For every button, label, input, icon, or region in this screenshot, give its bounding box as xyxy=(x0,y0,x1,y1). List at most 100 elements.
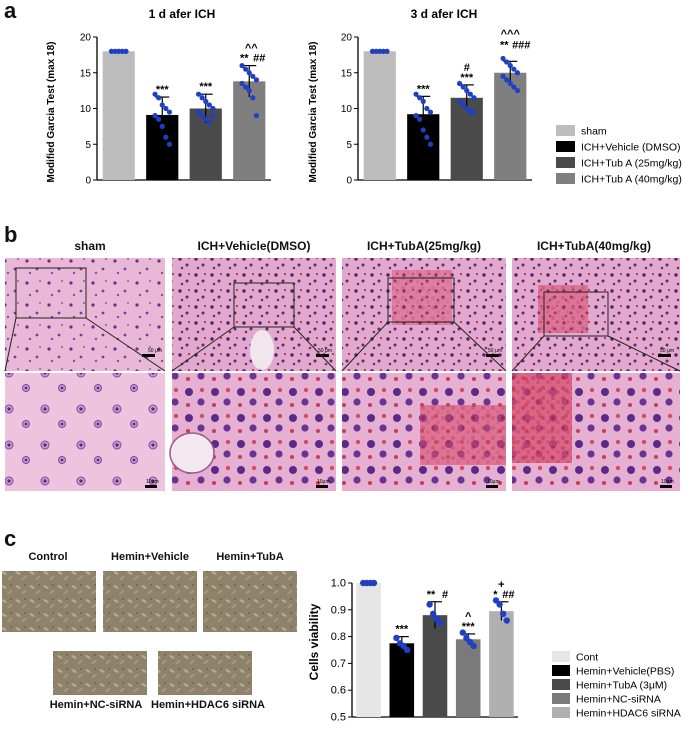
zoom-connectors xyxy=(4,317,681,372)
data-point xyxy=(417,95,423,101)
data-point xyxy=(420,127,426,133)
data-point xyxy=(206,120,212,126)
data-point xyxy=(246,70,252,76)
data-point xyxy=(464,105,470,112)
phase-hemin-vehicle xyxy=(103,571,197,632)
legend-label: Cont xyxy=(576,652,598,664)
y-tick-label: 0.7 xyxy=(331,658,346,670)
significance-mark: ### xyxy=(512,39,530,51)
significance-mark: ** xyxy=(500,39,509,51)
data-point xyxy=(470,642,477,650)
y-tick-label: 0.8 xyxy=(331,631,346,643)
bar xyxy=(450,97,483,180)
data-point xyxy=(424,134,430,140)
legend-swatch xyxy=(552,707,570,718)
data-point xyxy=(159,102,165,108)
y-tick-label: 1.0 xyxy=(331,578,346,590)
data-point xyxy=(460,84,466,90)
y-tick-label: 10 xyxy=(80,104,92,115)
panel-c-chart: Cells viability 0.50.60.70.80.91.0***** #… xyxy=(307,578,681,724)
data-point xyxy=(504,77,510,83)
y-tick-label: 15 xyxy=(341,68,353,79)
chart-1d: 1 d afer ICH Modified Garcia Test (max 1… xyxy=(46,7,271,187)
significance-mark: ^^^ xyxy=(501,28,521,40)
scale-label-sham-low: 50 μm xyxy=(148,348,162,354)
chart-1d-ylabel: Modified Garcia Test (max 18) xyxy=(46,42,57,183)
micro-tuba40-high xyxy=(512,373,680,491)
significance-mark: + xyxy=(498,579,504,591)
data-point xyxy=(413,91,419,97)
significance-mark: # xyxy=(442,589,448,601)
data-point xyxy=(116,48,122,54)
data-point xyxy=(239,63,245,69)
data-point xyxy=(503,617,510,624)
y-tick-label: 5 xyxy=(346,140,352,151)
data-point xyxy=(243,66,249,72)
data-point xyxy=(152,113,158,119)
legend-swatch xyxy=(556,125,575,136)
significance-mark: ^ xyxy=(465,611,472,623)
significance-mark: *** xyxy=(417,83,431,95)
legend-label: ICH+Vehicle (DMSO) xyxy=(581,142,680,154)
legend-label: Hemin+HDAC6 siRNA xyxy=(576,708,681,720)
chart-c-ylabel: Cells viability xyxy=(307,603,321,680)
legend-swatch xyxy=(556,173,575,184)
label-hemin-tuba: Hemin+TubA xyxy=(216,551,284,563)
data-point xyxy=(404,646,411,654)
data-point xyxy=(163,134,169,140)
panel-letter-a: a xyxy=(4,0,17,23)
bar xyxy=(389,643,415,717)
micro-tuba40-low xyxy=(512,258,680,371)
legend-panel-a: sham ICH+Vehicle (DMSO) ICH+Tub A (25mg/kg… xyxy=(556,125,682,186)
label-sham: sham xyxy=(74,239,106,253)
y-tick-label: 15 xyxy=(80,68,92,79)
significance-mark: ^^ xyxy=(245,43,258,55)
data-point xyxy=(152,91,158,97)
data-point xyxy=(471,109,477,115)
micro-sham-high xyxy=(5,373,165,491)
scale-label-tuba40-low: 50 μm xyxy=(660,348,674,354)
data-point xyxy=(500,55,506,62)
data-point xyxy=(507,80,513,87)
micro-vehicle-high xyxy=(169,373,336,491)
data-point xyxy=(420,98,426,104)
data-point xyxy=(206,102,212,108)
data-point xyxy=(427,109,434,115)
data-point xyxy=(156,116,162,122)
data-point xyxy=(253,113,260,119)
data-point xyxy=(166,109,173,115)
scale-label-tuba25-low: 50 μm xyxy=(488,348,502,354)
data-point xyxy=(156,95,162,101)
y-tick-label: 5 xyxy=(85,140,91,151)
significance-mark: *** xyxy=(156,84,170,96)
data-point xyxy=(500,610,507,618)
panel-a-charts: 1 d afer ICH Modified Garcia Test (max 1… xyxy=(46,7,682,187)
data-point xyxy=(467,109,473,115)
label-hemin-vehicle: Hemin+Vehicle xyxy=(111,551,189,563)
label-hemin-hdac6-sirna: Hemin+HDAC6 siRNA xyxy=(151,699,265,711)
data-point xyxy=(239,80,245,87)
data-point xyxy=(456,80,463,87)
bar xyxy=(356,583,381,717)
significance-mark: ## xyxy=(502,589,514,601)
chart-3d: 3 d afer ICH Modified Garcia Test (max 1… xyxy=(308,7,532,187)
panel-letter-c: c xyxy=(4,526,17,551)
chart-3d-ylabel: Modified Garcia Test (max 18) xyxy=(308,42,319,183)
data-point xyxy=(203,98,209,104)
label-vehicle: ICH+Vehicle(DMSO) xyxy=(197,239,311,253)
significance-mark: ** xyxy=(427,589,436,601)
significance-mark: # xyxy=(464,62,470,74)
legend-swatch xyxy=(556,141,575,152)
bar xyxy=(455,639,481,717)
chart-1d-title: 1 d afer ICH xyxy=(149,7,216,21)
legend-label: sham xyxy=(581,126,607,138)
data-point xyxy=(426,601,433,608)
significance-mark: *** xyxy=(199,81,213,93)
data-point xyxy=(195,91,202,97)
data-point xyxy=(250,73,256,79)
micro-sham-low xyxy=(5,258,165,371)
scale-label-vehicle-low: 50 μm xyxy=(318,348,332,354)
panel-letter-b: b xyxy=(4,222,18,247)
y-tick-label: 0.5 xyxy=(331,712,346,724)
data-point xyxy=(496,601,503,608)
